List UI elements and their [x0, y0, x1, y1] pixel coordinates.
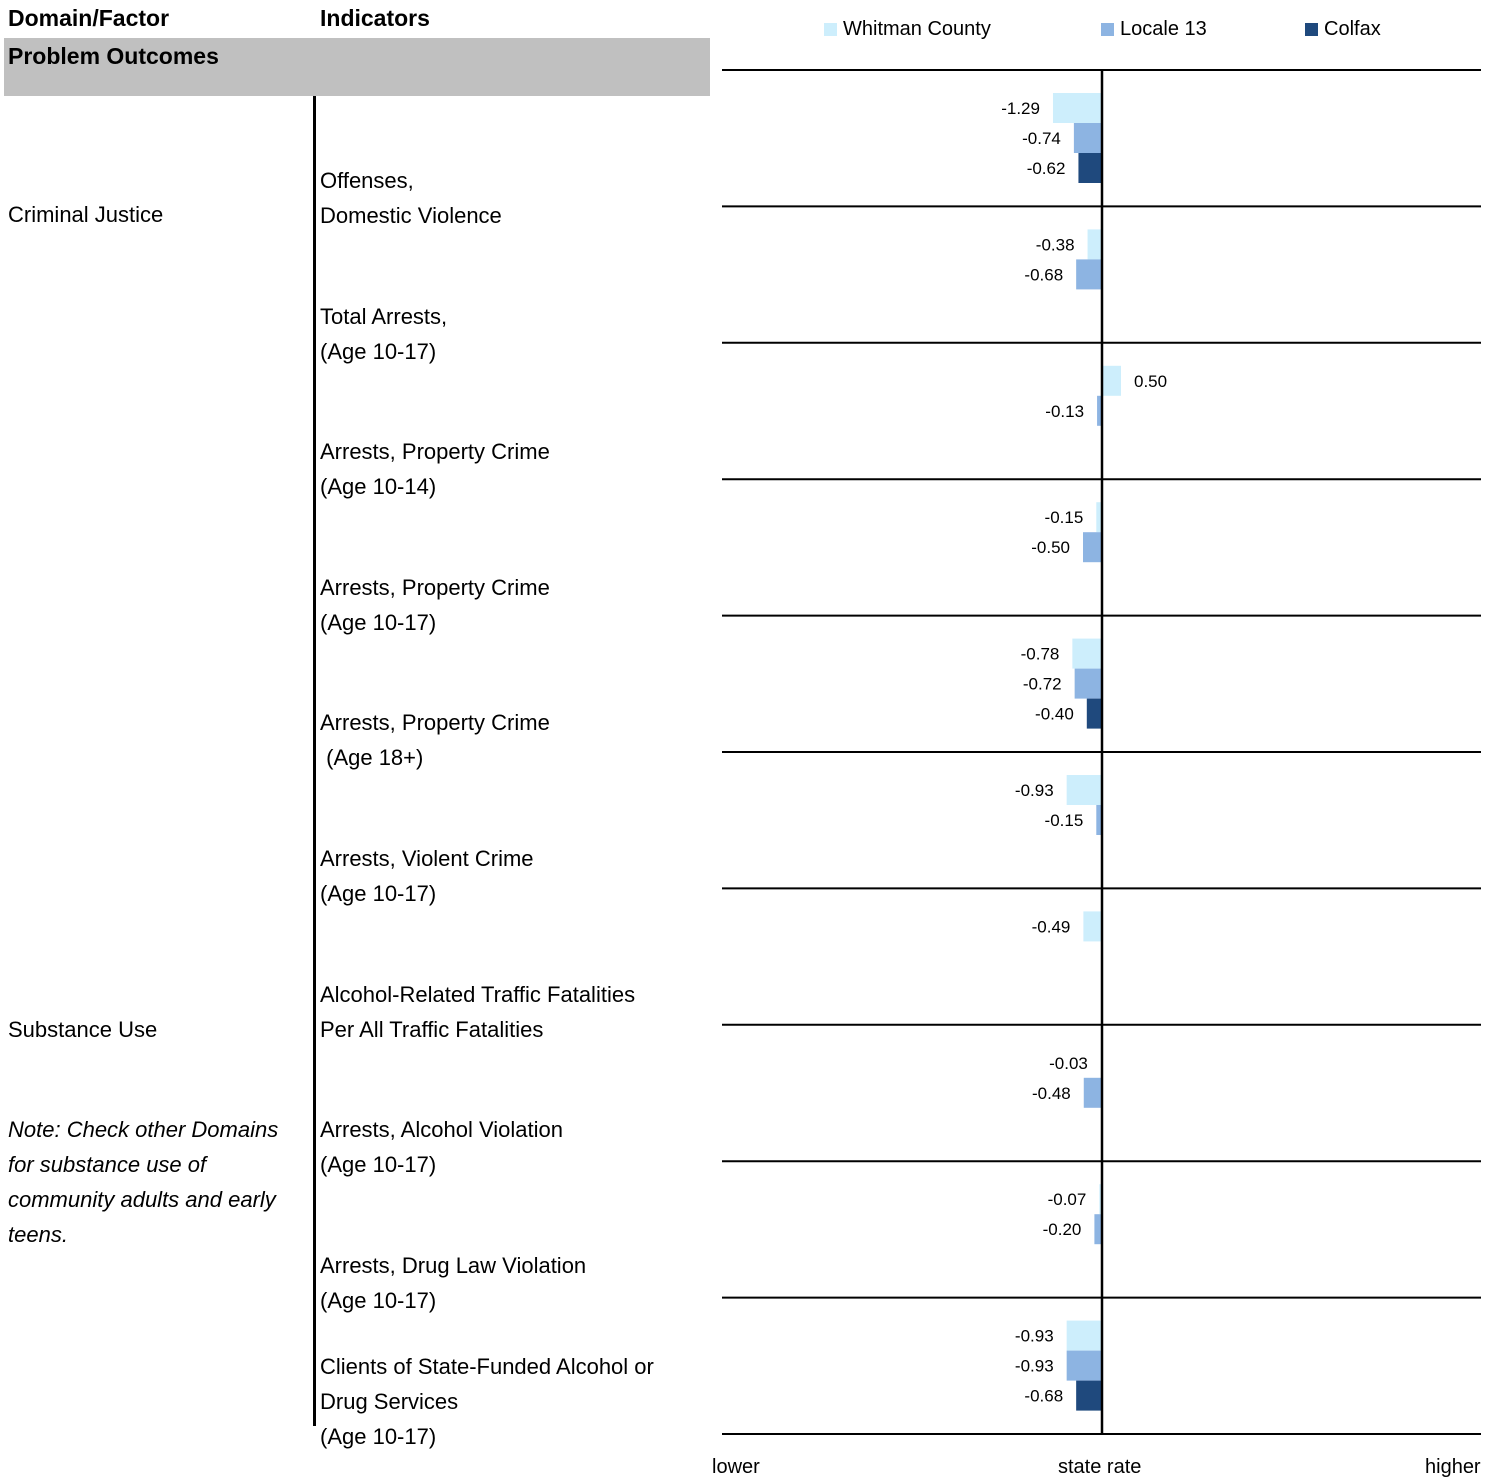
bar-value-label: -0.48: [1032, 1084, 1071, 1103]
bar: [1096, 805, 1102, 835]
x-axis-label-center: state rate: [1058, 1456, 1142, 1478]
indicator-divider-line: [313, 96, 316, 1426]
bar: [1073, 123, 1102, 153]
domain-criminal-justice: Criminal Justice: [8, 202, 164, 227]
indicator-label: Arrests, Drug Law Violation (Age 10-17): [320, 1253, 587, 1313]
x-axis-label-lower: lower: [712, 1456, 760, 1478]
bar-value-label: -0.93: [1015, 1327, 1054, 1346]
domain-factor-header: Domain/Factor: [8, 5, 170, 31]
indicator-label: Offenses, Domestic Violence: [320, 168, 502, 228]
bar-value-label: -0.72: [1023, 675, 1062, 694]
bar-value-label: -0.38: [1036, 235, 1075, 254]
bar: [1066, 775, 1102, 805]
bar-value-label: -0.68: [1024, 265, 1063, 284]
substance-note: Note: Check other Domains for substance …: [8, 1117, 279, 1247]
indicators-header: Indicators: [320, 5, 430, 31]
indicator-label: Alcohol-Related Traffic Fatalities Per A…: [320, 982, 636, 1042]
indicator-label: Clients of State-Funded Alcohol or Drug …: [320, 1354, 654, 1449]
bar-value-label: -0.07: [1048, 1190, 1087, 1209]
bar-value-label: -0.20: [1043, 1220, 1082, 1239]
bar-value-label: -0.49: [1032, 917, 1071, 936]
bar-value-label: -0.15: [1045, 508, 1084, 527]
indicator-label: Arrests, Alcohol Violation (Age 10-17): [320, 1117, 563, 1177]
bar-value-label: -0.78: [1021, 645, 1060, 664]
bar: [1076, 1380, 1102, 1411]
legend-swatch: [1101, 23, 1114, 36]
legend-swatch: [1305, 23, 1318, 36]
bar: [1094, 1214, 1102, 1245]
bar: [1066, 1320, 1102, 1351]
legend-label: Colfax: [1324, 18, 1381, 40]
bar: [1086, 698, 1102, 729]
bar-value-label: -0.15: [1045, 811, 1084, 830]
bar-value-label: -0.03: [1049, 1054, 1088, 1073]
bar-value-label: -0.74: [1022, 129, 1061, 148]
legend-swatch: [824, 23, 837, 36]
indicator-label: Arrests, Property Crime (Age 10-17): [320, 575, 550, 635]
bar: [1066, 1350, 1102, 1381]
legend-label: Whitman County: [843, 18, 991, 40]
bar: [1072, 638, 1102, 669]
indicator-label: Total Arrests, (Age 10-17): [320, 304, 448, 364]
bar: [1083, 911, 1102, 942]
legend-label: Locale 13: [1120, 18, 1207, 40]
bar: [1097, 395, 1102, 426]
bar: [1052, 93, 1102, 123]
bar-value-label: -0.50: [1031, 538, 1070, 557]
bar-value-label: -0.68: [1024, 1387, 1063, 1406]
bar: [1083, 532, 1102, 563]
legend-item-locale: Locale 13: [1101, 18, 1207, 41]
bar: [1076, 259, 1102, 290]
domain-substance-use: Substance Use: [8, 1017, 158, 1042]
bar: [1102, 365, 1121, 396]
bar-value-label: -1.29: [1001, 99, 1040, 118]
bar-value-label: -0.93: [1015, 781, 1054, 800]
section-title: Problem Outcomes: [8, 43, 219, 69]
bar-value-label: -0.62: [1027, 159, 1066, 178]
x-axis-label-higher: higher: [1425, 1456, 1481, 1478]
bar-value-label: -0.13: [1045, 402, 1084, 421]
indicator-label: Arrests, Property Crime (Age 18+): [320, 710, 550, 770]
bar-value-label: -0.93: [1015, 1357, 1054, 1376]
bar-value-label: -0.40: [1035, 705, 1074, 724]
bar: [1096, 502, 1102, 533]
indicator-label: Arrests, Property Crime (Age 10-14): [320, 439, 550, 499]
legend-item-whitman: Whitman County: [824, 18, 991, 41]
indicator-label: Arrests, Violent Crime (Age 10-17): [320, 846, 534, 906]
bar: [1074, 668, 1102, 699]
bar-value-label: 0.50: [1134, 372, 1167, 391]
bar: [1078, 153, 1102, 183]
bar: [1087, 229, 1102, 260]
section-band: [4, 38, 710, 96]
legend-item-colfax: Colfax: [1305, 18, 1381, 41]
bar: [1083, 1077, 1102, 1108]
bar: [1099, 1184, 1102, 1215]
